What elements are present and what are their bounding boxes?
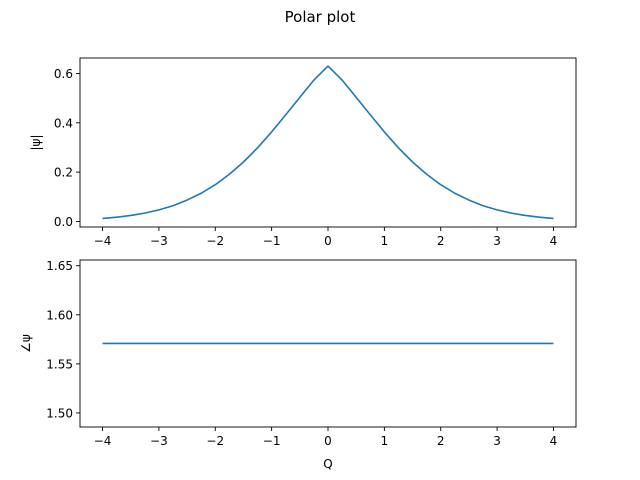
magnitude-x-tick-label: 4 bbox=[550, 234, 558, 248]
magnitude-subplot: −4 −3 −2 −1 0 1 2 3 4 0.0 0.2 0.4 0.6 |ψ| bbox=[29, 57, 577, 248]
phase-x-tick-label: −1 bbox=[263, 434, 281, 448]
phase-x-tick-label: −4 bbox=[94, 434, 112, 448]
magnitude-x-tick-label: 3 bbox=[493, 234, 501, 248]
magnitude-y-axis-label: |ψ| bbox=[29, 134, 43, 150]
phase-x-tick-label: 3 bbox=[493, 434, 501, 448]
figure-title: Polar plot bbox=[285, 8, 356, 26]
magnitude-y-tick-label: 0.0 bbox=[54, 215, 73, 229]
magnitude-axes-frame bbox=[79, 57, 577, 228]
phase-subplot: −4 −3 −2 −1 0 1 2 3 4 1.50 1.55 1.60 1.65 ∠ψ Q bbox=[19, 259, 577, 471]
magnitude-x-tick-label: −4 bbox=[94, 234, 112, 248]
magnitude-x-tick-label: 0 bbox=[324, 234, 332, 248]
magnitude-x-tick-label: 1 bbox=[381, 234, 389, 248]
phase-y-tick-label: 1.60 bbox=[46, 308, 73, 322]
magnitude-y-tick-label: 0.4 bbox=[54, 116, 73, 130]
phase-x-tick-label: 4 bbox=[550, 434, 558, 448]
magnitude-x-tick-label: −2 bbox=[206, 234, 224, 248]
phase-y-tick-label: 1.55 bbox=[46, 357, 73, 371]
magnitude-x-tick-label: 2 bbox=[437, 234, 445, 248]
magnitude-x-tick-label: −3 bbox=[150, 234, 168, 248]
phase-y-axis-label: ∠ψ bbox=[19, 334, 33, 353]
phase-x-tick-label: 1 bbox=[381, 434, 389, 448]
phase-y-tick-label: 1.65 bbox=[46, 259, 73, 273]
phase-x-axis-label: Q bbox=[323, 457, 332, 471]
magnitude-x-tick-label: −1 bbox=[263, 234, 281, 248]
phase-x-tick-label: 0 bbox=[324, 434, 332, 448]
magnitude-series-line bbox=[102, 65, 554, 220]
phase-x-tick-label: −2 bbox=[206, 434, 224, 448]
phase-x-tick-label: 2 bbox=[437, 434, 445, 448]
phase-y-tick-label: 1.50 bbox=[46, 406, 73, 420]
magnitude-y-tick-label: 0.2 bbox=[54, 166, 73, 180]
phase-x-tick-label: −3 bbox=[150, 434, 168, 448]
magnitude-y-tick-label: 0.6 bbox=[54, 67, 73, 81]
